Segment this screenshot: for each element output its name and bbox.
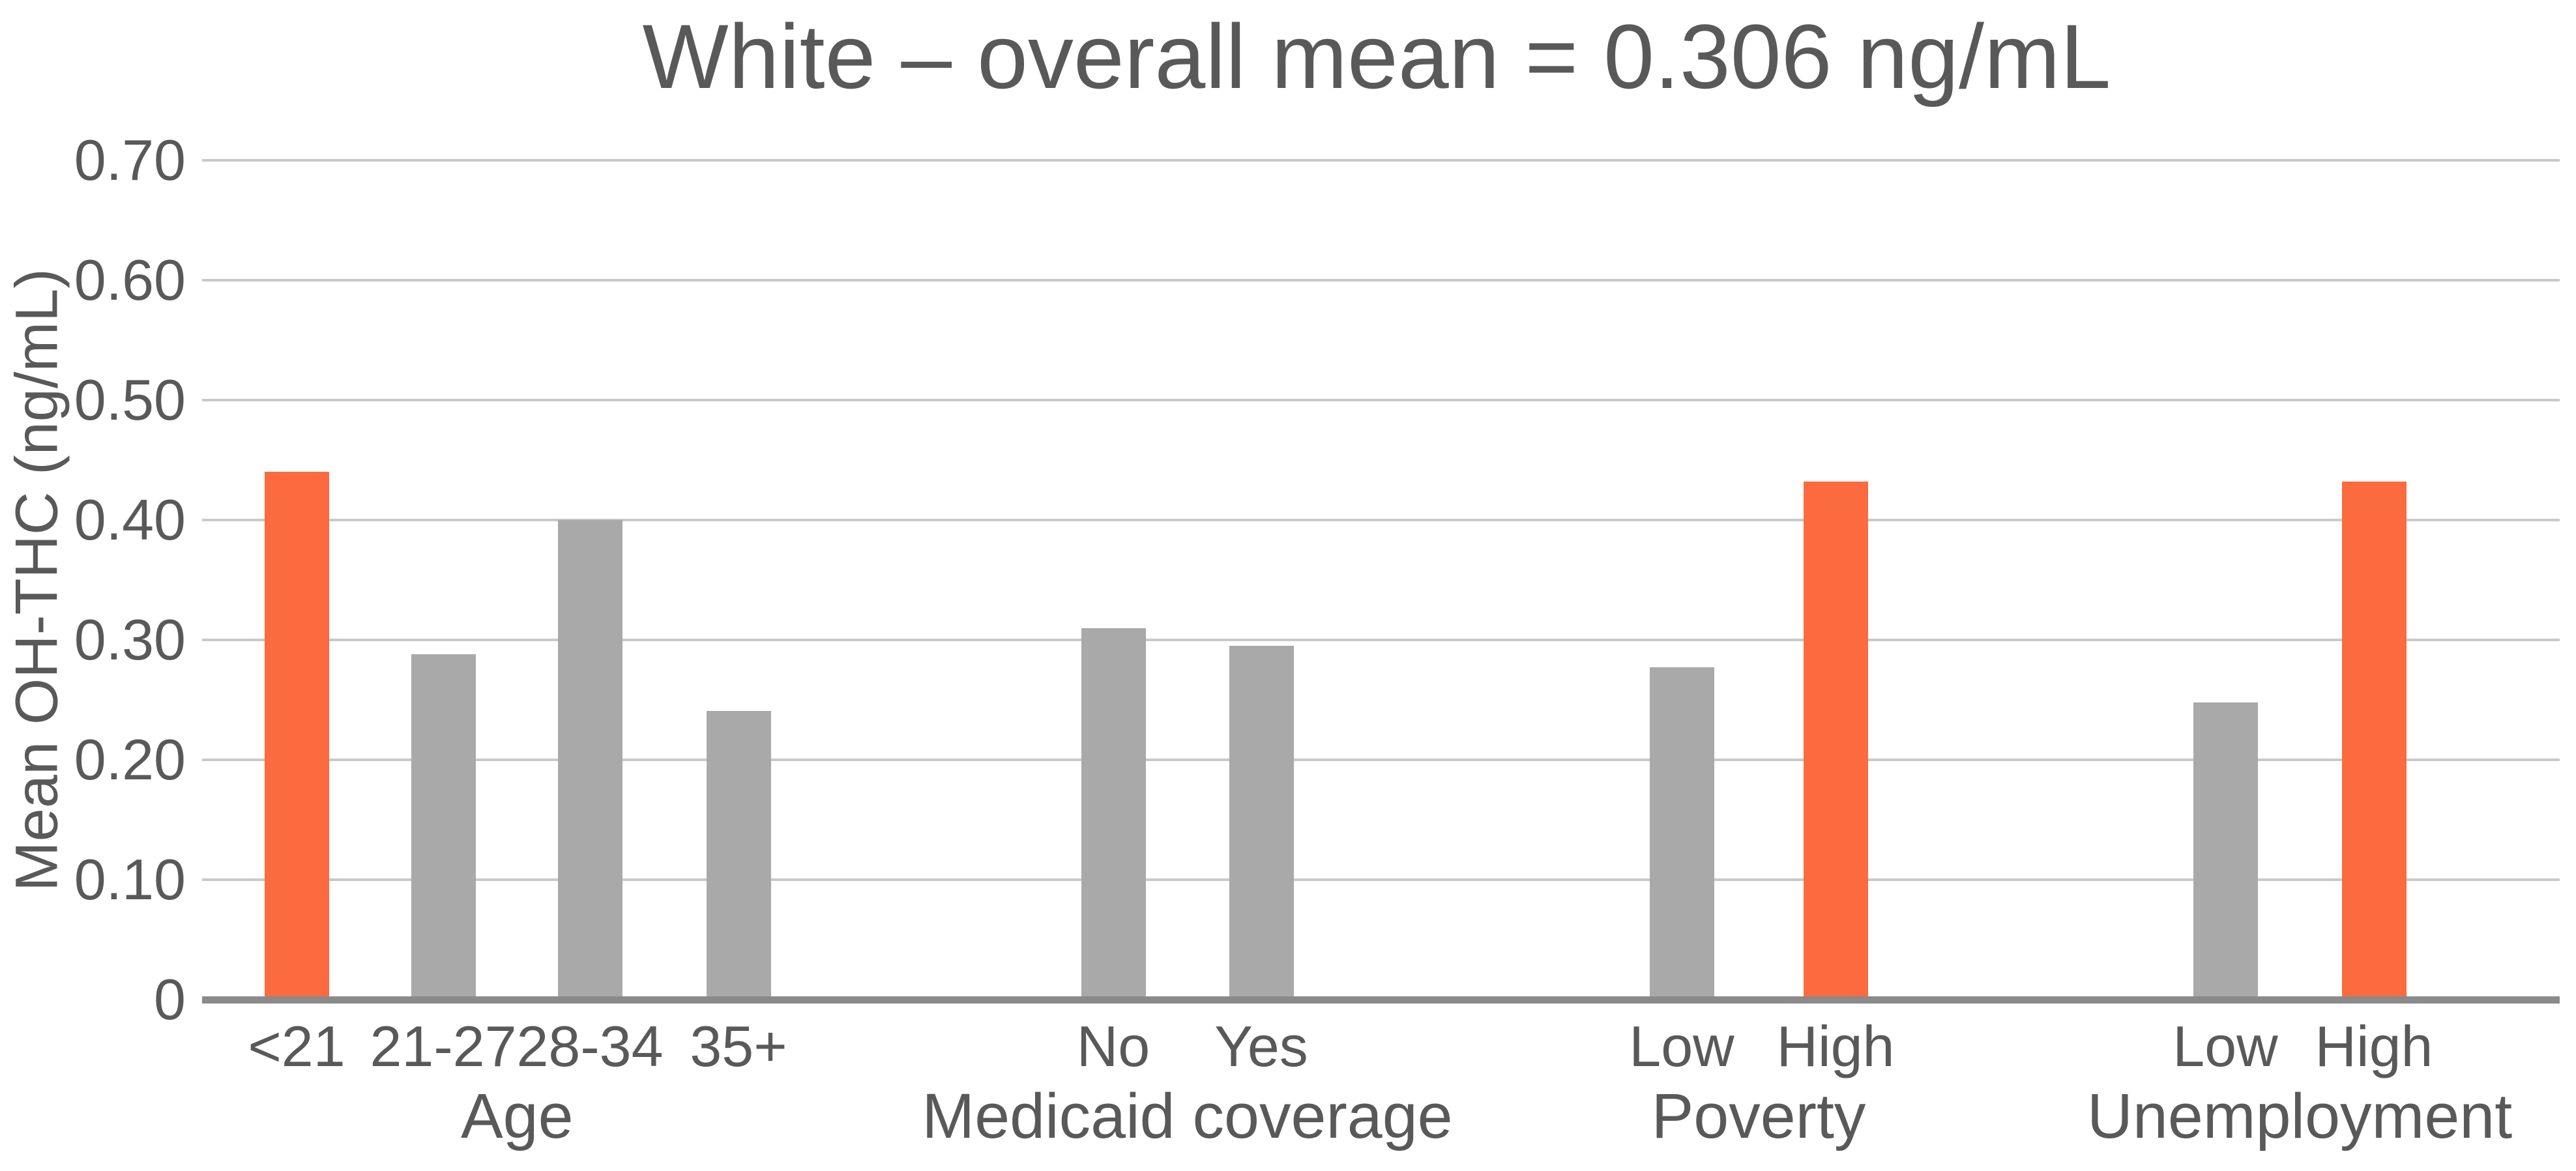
- gridline-0-10: [202, 878, 2560, 881]
- gridline-0-20: [202, 759, 2560, 761]
- y-tick-label-0-10: 0.10: [74, 847, 186, 912]
- group-label-poverty: Poverty: [1651, 1080, 1866, 1151]
- bar-unemployment-high: [2341, 482, 2407, 1003]
- bar-poverty-high: [1803, 482, 1868, 1003]
- bar-poverty-low: [1649, 667, 1714, 1003]
- y-tick-label-0-70: 0.70: [74, 128, 186, 192]
- group-label-medicaid-coverage: Medicaid coverage: [922, 1080, 1453, 1151]
- gridline-0-60: [202, 279, 2560, 282]
- y-tick-label-0-60: 0.60: [74, 248, 186, 312]
- y-tick-label-0-40: 0.40: [74, 487, 186, 552]
- gridline-0-40: [202, 519, 2560, 521]
- bar-medicaid-coverage-yes: [1229, 646, 1294, 1003]
- y-axis-title: Mean OH-THC (ng/mL): [3, 268, 70, 891]
- y-tick-label-0-30: 0.30: [74, 607, 186, 672]
- x-tick-label-medicaid-coverage-no: No: [1076, 1014, 1150, 1078]
- group-label-unemployment: Unemployment: [2086, 1080, 2513, 1151]
- gridline-0-30: [202, 639, 2560, 641]
- chart-title: White – overall mean = 0.306 ng/mL: [642, 5, 2111, 108]
- x-tick-label-age-21-27: 21-27: [370, 1014, 517, 1078]
- y-tick-label-0-20: 0.20: [74, 727, 186, 792]
- bar-medicaid-coverage-no: [1081, 628, 1146, 1003]
- bar-age-21-27: [411, 654, 476, 1003]
- y-tick-label-0: 0: [154, 967, 186, 1032]
- gridline-0-50: [202, 399, 2560, 401]
- x-tick-label-age-35-plus: 35+: [690, 1014, 787, 1078]
- group-label-age: Age: [460, 1080, 574, 1151]
- x-tick-label-medicaid-coverage-yes: Yes: [1214, 1014, 1308, 1078]
- x-axis-line: [202, 996, 2560, 1004]
- bar-age-28-34: [557, 520, 622, 1003]
- x-tick-label-age-lt-21: <21: [248, 1014, 345, 1078]
- bar-age-lt-21: [264, 472, 329, 1003]
- x-tick-label-unemployment-low: Low: [2173, 1014, 2278, 1078]
- y-tick-label-0-50: 0.50: [74, 368, 186, 432]
- bar-age-35-plus: [706, 710, 771, 1003]
- x-tick-label-unemployment-high: High: [2315, 1014, 2433, 1078]
- x-tick-label-poverty-high: High: [1776, 1014, 1895, 1078]
- x-tick-label-age-28-34: 28-34: [516, 1014, 664, 1078]
- gridline-0-70: [202, 159, 2560, 162]
- bar-unemployment-low: [2193, 702, 2258, 1003]
- x-tick-label-poverty-low: Low: [1629, 1014, 1734, 1078]
